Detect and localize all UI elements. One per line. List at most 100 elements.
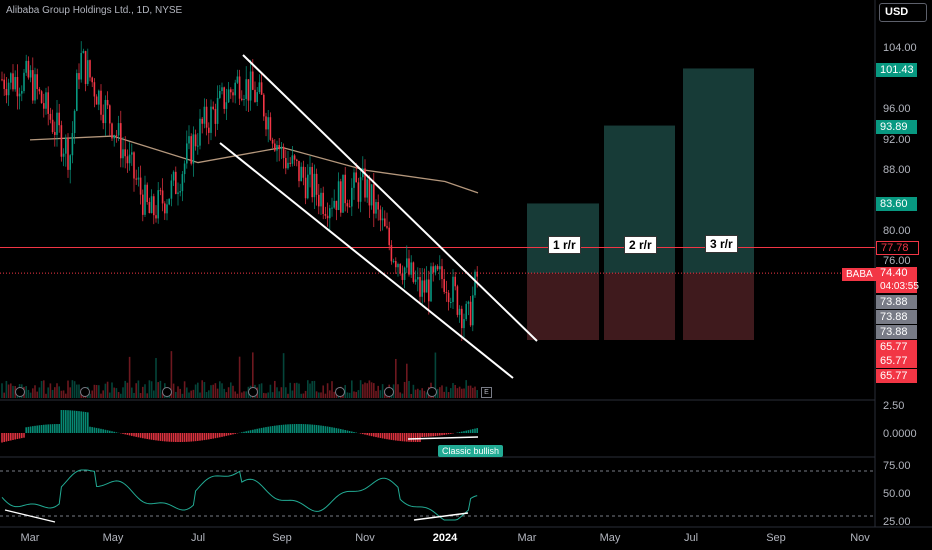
volume-bar bbox=[252, 352, 254, 398]
candle-body bbox=[410, 262, 412, 275]
macd-bar bbox=[161, 433, 164, 442]
candle-body bbox=[454, 276, 456, 287]
target-3-tag: 101.43 bbox=[876, 63, 917, 77]
macd-tick: 2.50 bbox=[883, 400, 905, 412]
candle-body bbox=[346, 203, 349, 207]
volume-bar bbox=[313, 380, 316, 398]
rsi-tick: 50.00 bbox=[883, 488, 911, 500]
macd-bar bbox=[434, 433, 437, 437]
macd-bar bbox=[122, 433, 124, 434]
macd-bar bbox=[417, 433, 419, 442]
volume-bar bbox=[71, 380, 74, 398]
macd-bar bbox=[109, 430, 111, 433]
candle-body bbox=[252, 71, 254, 90]
candle-body bbox=[381, 218, 384, 221]
volume-bar bbox=[401, 393, 404, 398]
candle-body bbox=[203, 106, 206, 124]
volume-bar bbox=[289, 382, 291, 398]
macd-bar bbox=[260, 427, 263, 433]
macd-bar bbox=[153, 433, 155, 441]
volume-bar bbox=[348, 392, 351, 398]
macd-bar bbox=[18, 433, 21, 439]
candle-body bbox=[80, 52, 82, 80]
macd-bar bbox=[104, 429, 107, 433]
candle-body bbox=[254, 89, 256, 102]
candle-body bbox=[469, 301, 472, 326]
volume-bar bbox=[296, 382, 298, 398]
volume-bar bbox=[161, 392, 164, 398]
candle-body bbox=[100, 90, 102, 115]
volume-bar bbox=[93, 384, 96, 398]
candle-body bbox=[60, 125, 63, 157]
volume-bar bbox=[441, 385, 443, 398]
currency-selector[interactable]: USD bbox=[879, 3, 927, 22]
macd-bar bbox=[216, 433, 219, 438]
countdown-tag: 04:03:55 bbox=[876, 280, 919, 293]
volume-bar bbox=[113, 387, 115, 398]
candle-body bbox=[414, 279, 417, 282]
trend-channel[interactable] bbox=[219, 54, 538, 379]
macd-bar bbox=[142, 433, 144, 439]
macd-bar bbox=[76, 410, 78, 433]
volume-bar bbox=[395, 358, 397, 398]
macd-bar bbox=[113, 431, 115, 433]
time-label: Jul bbox=[190, 532, 206, 544]
macd-bar bbox=[364, 433, 366, 435]
volume-bar bbox=[353, 391, 355, 398]
rr-label-3: 3 r/r bbox=[705, 235, 738, 253]
earnings-marker[interactable]: E bbox=[481, 387, 492, 398]
volume-bar bbox=[126, 382, 129, 398]
macd-bar bbox=[410, 433, 412, 442]
symbol-badge: BABA bbox=[842, 268, 877, 281]
macd-bar bbox=[419, 433, 421, 442]
candle-body bbox=[223, 87, 225, 109]
volume-bar bbox=[439, 387, 441, 398]
volume-bar bbox=[322, 385, 324, 398]
macd-bar bbox=[278, 425, 280, 433]
candle-body bbox=[287, 162, 289, 169]
macd-bar bbox=[340, 429, 342, 433]
macd-bar bbox=[7, 433, 10, 441]
target-1-tag: 83.60 bbox=[876, 197, 917, 211]
candle-body bbox=[47, 92, 49, 114]
candle-body bbox=[406, 258, 408, 268]
volume-bar bbox=[461, 388, 463, 398]
entry-tag: 73.88 bbox=[876, 295, 917, 309]
candlesticks[interactable] bbox=[1, 41, 478, 342]
macd-bar bbox=[379, 433, 382, 438]
macd-bar bbox=[166, 433, 168, 442]
macd-bar bbox=[324, 426, 327, 433]
candle-body bbox=[260, 82, 263, 95]
macd-bar bbox=[421, 433, 423, 437]
time-label: Mar bbox=[517, 532, 537, 544]
candle-body bbox=[111, 123, 113, 139]
macd-bar bbox=[406, 433, 408, 442]
macd-bar bbox=[199, 433, 201, 441]
macd-bar bbox=[461, 431, 463, 433]
volume-bar bbox=[133, 392, 135, 398]
macd-bar bbox=[164, 433, 166, 442]
macd-bar bbox=[309, 424, 311, 433]
volume-bar bbox=[111, 382, 113, 398]
candle-body bbox=[419, 277, 421, 297]
volume-bar bbox=[120, 393, 122, 398]
candle-body bbox=[186, 143, 188, 164]
candle-body bbox=[390, 245, 393, 262]
macd-bar bbox=[89, 426, 91, 433]
volume-bar bbox=[370, 382, 373, 398]
macd-bar bbox=[271, 426, 274, 433]
volume-bar bbox=[419, 390, 421, 398]
price-tick: 96.00 bbox=[883, 103, 911, 115]
candle-body bbox=[285, 158, 287, 169]
candle-body bbox=[227, 89, 230, 103]
volume-bar bbox=[276, 387, 278, 398]
volume-bar bbox=[172, 383, 175, 398]
candle-body bbox=[216, 97, 219, 124]
rsi-tick: 25.00 bbox=[883, 516, 911, 528]
candle-body bbox=[315, 173, 318, 195]
macd-bar bbox=[172, 433, 175, 442]
macd-bar bbox=[175, 433, 177, 442]
